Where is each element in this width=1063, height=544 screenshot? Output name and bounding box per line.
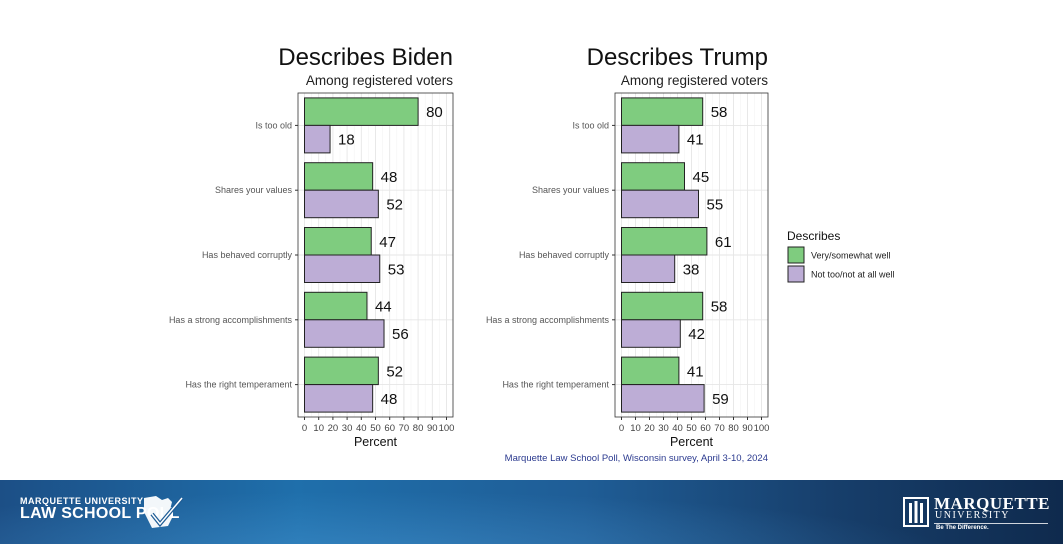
- x-tick-label: 20: [644, 423, 655, 434]
- category-label: Has behaved corruptly: [519, 250, 610, 260]
- bar: [304, 189, 379, 219]
- bar: [621, 97, 704, 126]
- data-label: 41: [687, 363, 704, 380]
- bar: [304, 254, 381, 283]
- x-tick-label: 80: [728, 423, 739, 434]
- x-tick-label: 40: [672, 423, 683, 434]
- x-tick-label: 50: [686, 423, 697, 434]
- bar: [304, 291, 368, 321]
- data-label: 59: [712, 391, 729, 408]
- data-label: 42: [688, 326, 705, 343]
- law-school-poll-logo: MARQUETTE UNIVERSITY LAW SCHOOL POLL: [20, 496, 180, 523]
- data-label: 58: [711, 104, 728, 121]
- bar: [621, 356, 680, 386]
- data-label: 41: [687, 132, 704, 149]
- chart-0: Describes Biden Among registered voters Is…: [169, 44, 454, 449]
- x-tick-label: 100: [439, 423, 455, 434]
- footer-banner: MARQUETTE UNIVERSITY LAW SCHOOL POLL MAR…: [0, 480, 1063, 544]
- category-label: Has the right temperament: [185, 380, 292, 390]
- category-label: Has a strong accomplishments: [169, 315, 293, 325]
- data-label: 52: [386, 196, 403, 213]
- bar: [621, 189, 699, 219]
- bar: [304, 227, 372, 256]
- chart-1: Describes Trump Among registered voters Is…: [486, 44, 769, 449]
- data-label: 48: [381, 391, 398, 408]
- x-tick-label: 10: [313, 423, 324, 434]
- chart-subtitle: Among registered voters: [621, 73, 768, 88]
- x-tick-label: 70: [399, 423, 410, 434]
- x-tick-label: 0: [619, 423, 624, 434]
- marquette-tagline: Be The Difference.: [936, 525, 989, 531]
- category-label: Has the right temperament: [502, 380, 609, 390]
- x-tick-label: 40: [356, 423, 367, 434]
- source-note: Marquette Law School Poll, Wisconsin sur…: [505, 453, 768, 464]
- bar: [621, 124, 680, 154]
- x-tick-label: 60: [700, 423, 711, 434]
- bar: [304, 384, 374, 413]
- data-label: 44: [375, 299, 392, 316]
- data-label: 56: [392, 326, 409, 343]
- bar: [621, 162, 685, 191]
- category-label: Is too old: [572, 120, 609, 130]
- bar: [304, 97, 419, 126]
- marquette-name: MARQUETTE: [934, 494, 1050, 513]
- category-label: Has a strong accomplishments: [486, 315, 610, 325]
- x-tick-label: 0: [302, 423, 307, 434]
- x-tick-label: 20: [328, 423, 339, 434]
- chart-subtitle: Among registered voters: [306, 73, 453, 88]
- category-label: Shares your values: [215, 185, 293, 195]
- data-label: 52: [386, 363, 403, 380]
- data-label: 61: [715, 234, 732, 251]
- data-label: 45: [693, 169, 710, 186]
- poll-logo-line1: MARQUETTE UNIVERSITY: [20, 496, 144, 506]
- bar: [621, 319, 681, 348]
- marquette-university-word: UNIVERSITY: [935, 510, 1010, 521]
- bar: [304, 162, 374, 191]
- data-label: 38: [683, 261, 700, 278]
- data-label: 58: [711, 299, 728, 316]
- data-label: 48: [381, 169, 398, 186]
- x-tick-label: 90: [742, 423, 753, 434]
- legend-label: Not too/not at all well: [811, 270, 895, 280]
- bar: [304, 319, 385, 348]
- legend-swatch: [787, 246, 805, 264]
- bar: [621, 254, 676, 283]
- footer-wave: [0, 480, 1063, 544]
- poll-logo-line2: LAW SCHOOL POLL: [20, 505, 180, 522]
- marquette-rule: [934, 523, 1048, 524]
- x-tick-label: 30: [658, 423, 669, 434]
- category-label: Is too old: [255, 120, 292, 130]
- legend-swatch: [787, 265, 805, 283]
- x-tick-label: 80: [413, 423, 424, 434]
- x-axis-title: Percent: [670, 435, 714, 449]
- x-axis-title: Percent: [354, 435, 398, 449]
- legend-label: Very/somewhat well: [811, 251, 891, 261]
- x-tick-label: 90: [427, 423, 438, 434]
- wisconsin-checkmark-icon: [144, 496, 184, 528]
- category-label: Shares your values: [532, 185, 610, 195]
- bar: [621, 291, 704, 321]
- legend-title: Describes: [787, 229, 840, 243]
- data-label: 47: [379, 234, 396, 251]
- marquette-seal-icon: [903, 497, 929, 527]
- chart-title: Describes Trump: [587, 44, 768, 71]
- legend: Describes Very/somewhat well Not too/not a…: [787, 229, 895, 283]
- data-label: 18: [338, 132, 355, 149]
- data-label: 53: [388, 261, 405, 278]
- data-label: 80: [426, 104, 443, 121]
- chart-title: Describes Biden: [278, 44, 453, 71]
- category-label: Has behaved corruptly: [202, 250, 293, 260]
- data-label: 55: [707, 196, 724, 213]
- bar: [304, 356, 379, 386]
- x-tick-label: 70: [714, 423, 725, 434]
- bar: [621, 227, 708, 256]
- bar: [304, 124, 331, 154]
- x-tick-label: 60: [384, 423, 395, 434]
- bar: [621, 384, 705, 413]
- x-tick-label: 50: [370, 423, 381, 434]
- charts-area: Describes Biden Among registered voters Is…: [169, 44, 895, 464]
- x-tick-label: 30: [342, 423, 353, 434]
- x-tick-label: 10: [630, 423, 641, 434]
- x-tick-label: 100: [754, 423, 770, 434]
